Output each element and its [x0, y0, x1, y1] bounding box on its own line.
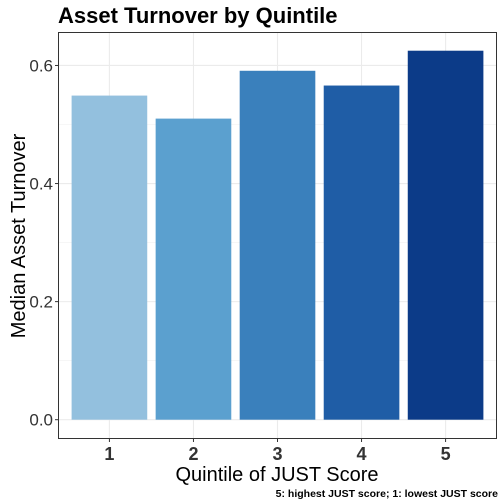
bar-1 [71, 95, 148, 420]
x-tick-label: 2 [188, 444, 198, 464]
x-tick-label: 3 [272, 444, 282, 464]
y-axis-title: Median Asset Turnover [8, 133, 30, 338]
bar-3 [239, 70, 316, 420]
x-axis-title: Quintile of JUST Score [175, 464, 378, 486]
x-tick-label: 1 [104, 444, 114, 464]
y-tick-label: 0.2 [29, 293, 53, 312]
y-axis: 0.0 0.2 0.4 0.6 [29, 56, 59, 430]
y-tick-label: 0.0 [29, 411, 53, 430]
bar-2 [155, 118, 232, 420]
x-tick-label: 5 [441, 444, 451, 464]
x-tick-label: 4 [357, 444, 367, 464]
x-axis: 1 2 3 4 5 [104, 438, 451, 464]
y-tick-label: 0.6 [29, 56, 53, 75]
chart-title: Asset Turnover by Quintile [58, 3, 338, 28]
chart-caption: 5: highest JUST score; 1: lowest JUST sc… [276, 488, 498, 500]
bar-5 [407, 50, 484, 420]
bar-4 [323, 85, 400, 420]
y-tick-label: 0.4 [29, 175, 53, 194]
bars [71, 50, 484, 420]
